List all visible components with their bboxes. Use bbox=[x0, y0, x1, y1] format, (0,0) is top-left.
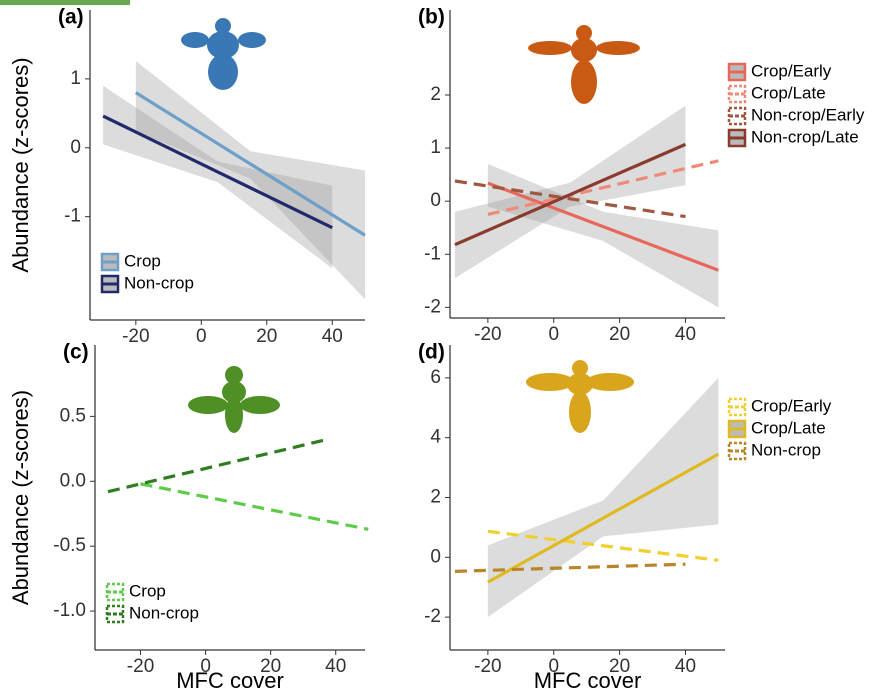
trend-line bbox=[487, 452, 720, 584]
trend-line bbox=[487, 159, 719, 217]
legend-label: Crop bbox=[129, 581, 166, 600]
trend-line bbox=[454, 562, 686, 573]
top-bar bbox=[0, 0, 130, 5]
confidence-band bbox=[487, 377, 719, 618]
panel-label: (b) bbox=[418, 6, 445, 29]
x-tick-label: 40 bbox=[675, 324, 696, 345]
y-tick-label: 0 bbox=[70, 137, 81, 158]
x-tick-label: -20 bbox=[122, 326, 149, 347]
y-tick-label: 0 bbox=[430, 546, 441, 567]
panel-label: (c) bbox=[63, 341, 89, 364]
y-tick-label: -2 bbox=[424, 296, 441, 317]
x-tick-label: 20 bbox=[609, 656, 630, 677]
y-tick-label: 0 bbox=[430, 190, 441, 211]
x-tick-label: 0 bbox=[200, 656, 211, 677]
x-tick-label: 0 bbox=[548, 324, 559, 345]
trend-line bbox=[454, 179, 686, 219]
x-tick-label: 20 bbox=[260, 656, 281, 677]
y-tick-label: 0.5 bbox=[60, 405, 86, 426]
x-axis-label: MFC cover bbox=[176, 668, 284, 693]
x-tick-label: 0 bbox=[548, 656, 559, 677]
legend-label: Non-crop bbox=[124, 273, 194, 292]
legend-label: Crop/Early bbox=[751, 396, 832, 415]
x-tick-label: 0 bbox=[196, 326, 207, 347]
x-tick-label: 20 bbox=[256, 326, 277, 347]
x-axis-label: MFC cover bbox=[534, 668, 642, 693]
confidence-band bbox=[135, 60, 365, 300]
bee-icon-d bbox=[526, 360, 634, 433]
legend-label: Crop bbox=[124, 251, 161, 270]
x-tick-label: 20 bbox=[609, 324, 630, 345]
legend-label: Non-crop bbox=[129, 603, 199, 622]
trend-line bbox=[134, 91, 366, 237]
trend-line bbox=[102, 114, 333, 230]
x-tick-label: -20 bbox=[474, 324, 501, 345]
x-tick-label: -20 bbox=[127, 656, 154, 677]
legend-label: Crop/Late bbox=[751, 418, 826, 437]
y-axis-label: Abundance (z-scores) bbox=[8, 57, 33, 272]
trend-line bbox=[487, 529, 719, 562]
trend-line bbox=[140, 482, 369, 531]
y-tick-label: -1.0 bbox=[53, 600, 86, 621]
trend-line bbox=[487, 181, 719, 272]
x-tick-label: 40 bbox=[675, 656, 696, 677]
y-tick-label: -1 bbox=[424, 243, 441, 264]
legend-label: Crop/Late bbox=[751, 83, 826, 102]
y-tick-label: 6 bbox=[430, 367, 441, 388]
fly-icon-c bbox=[188, 366, 280, 433]
y-tick-label: -1 bbox=[64, 206, 81, 227]
y-tick-label: 1 bbox=[430, 137, 441, 158]
y-tick-label: 1 bbox=[70, 68, 81, 89]
trend-line bbox=[454, 142, 687, 247]
y-tick-label: -0.5 bbox=[53, 535, 86, 556]
panel-label: (d) bbox=[418, 341, 445, 364]
y-tick-label: 4 bbox=[430, 427, 441, 448]
y-tick-label: 2 bbox=[430, 84, 441, 105]
x-tick-label: 40 bbox=[325, 656, 346, 677]
legend-label: Non-crop bbox=[751, 440, 821, 459]
bee-icon-a bbox=[181, 18, 266, 90]
legend-label: Crop/Early bbox=[751, 61, 832, 80]
bee-icon-b bbox=[528, 25, 640, 104]
x-tick-label: 40 bbox=[322, 326, 343, 347]
y-tick-label: 2 bbox=[430, 487, 441, 508]
y-axis-label: Abundance (z-scores) bbox=[8, 390, 33, 605]
legend-label: Non-crop/Late bbox=[751, 127, 859, 146]
y-tick-label: 0.0 bbox=[60, 470, 86, 491]
x-tick-label: -20 bbox=[474, 656, 501, 677]
confidence-band bbox=[454, 105, 686, 279]
panel-label: (a) bbox=[58, 6, 84, 29]
confidence-band bbox=[103, 85, 333, 269]
y-tick-label: -2 bbox=[424, 606, 441, 627]
legend-label: Non-crop/Early bbox=[751, 105, 865, 124]
